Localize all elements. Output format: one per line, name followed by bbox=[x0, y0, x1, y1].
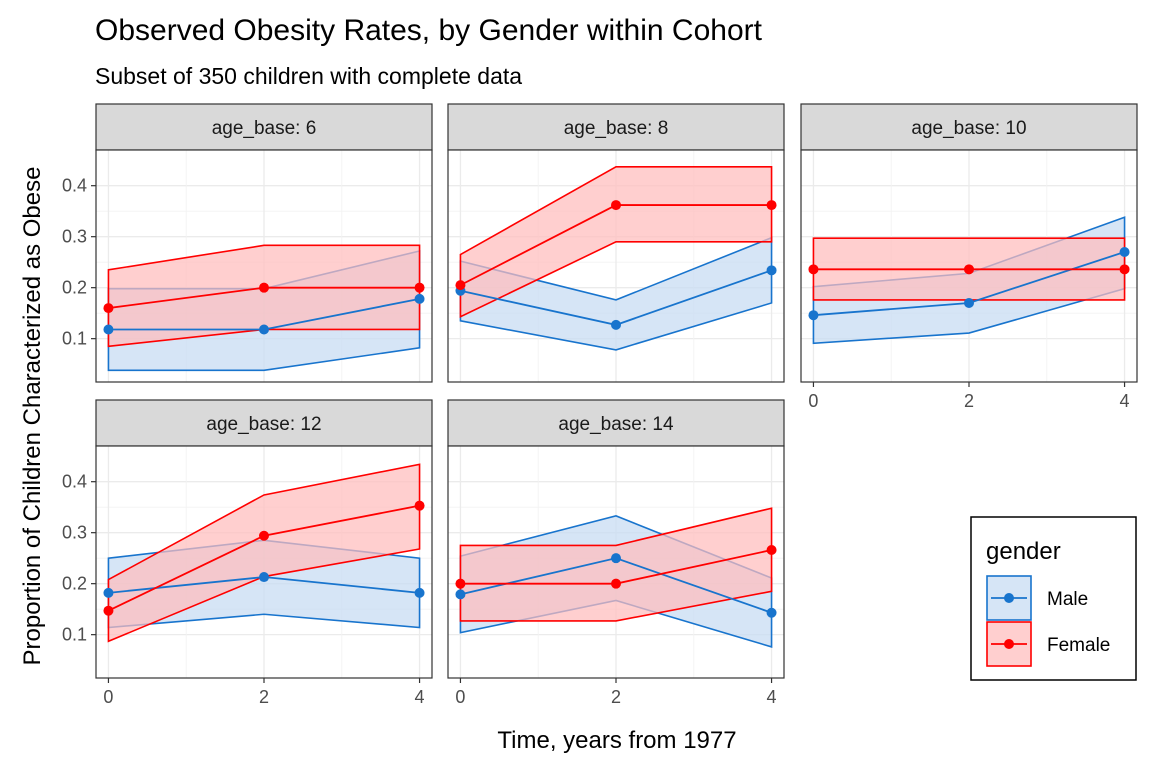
data-point-male bbox=[611, 553, 621, 564]
x-tick-label: 0 bbox=[808, 391, 818, 411]
data-point-male bbox=[414, 587, 425, 598]
ribbon-female bbox=[459, 507, 773, 622]
data-point-female bbox=[766, 200, 777, 211]
data-point-female bbox=[455, 280, 466, 291]
y-axis-title: Proportion of Children Characterized as … bbox=[19, 167, 46, 666]
facet-panel: age_base: 6 0.1 0.2 0.3 0.4 bbox=[62, 103, 433, 383]
x-tick-label: 0 bbox=[455, 687, 465, 707]
data-point-female bbox=[1119, 264, 1130, 275]
y-tick-label: 0.2 bbox=[62, 574, 87, 594]
facet-panel: age_base: 10 0 2 4 bbox=[800, 103, 1138, 411]
facet-strip bbox=[800, 103, 1138, 151]
legend: gender Male Female bbox=[970, 516, 1137, 681]
y-tick-label: 0.3 bbox=[62, 227, 87, 247]
ribbon-female bbox=[107, 244, 421, 348]
facet-panel: age_base: 12 0.1 0.2 0.3 0.4 0 2 4 bbox=[62, 399, 433, 707]
panel-border bbox=[95, 149, 433, 383]
data-point-female bbox=[964, 264, 974, 275]
legend-label-female: Female bbox=[1047, 635, 1110, 656]
panel-border bbox=[447, 149, 785, 383]
data-point-male bbox=[766, 265, 777, 276]
data-point-female bbox=[103, 303, 114, 314]
data-point-female bbox=[808, 264, 819, 275]
y-tick-label: 0.4 bbox=[62, 176, 87, 196]
y-tick-label: 0.3 bbox=[62, 523, 87, 543]
facet-strip bbox=[95, 399, 433, 447]
x-tick-label: 4 bbox=[415, 687, 425, 707]
x-tick-label: 2 bbox=[964, 391, 974, 411]
x-tick-label: 4 bbox=[1120, 391, 1130, 411]
data-point-female bbox=[259, 282, 269, 293]
data-point-male bbox=[103, 324, 114, 335]
ribbon-male bbox=[459, 236, 773, 351]
ribbon-female bbox=[107, 463, 421, 643]
facet-strip bbox=[95, 103, 433, 151]
chart-title: Observed Obesity Rates, by Gender within… bbox=[95, 14, 763, 47]
data-point-male bbox=[766, 607, 777, 618]
facet-panel: age_base: 8 bbox=[447, 103, 785, 383]
data-point-male bbox=[259, 572, 269, 583]
x-axis-title: Time, years from 1977 bbox=[497, 727, 736, 754]
data-point-female bbox=[414, 500, 425, 511]
facet-strip-label: age_base: 14 bbox=[558, 414, 674, 435]
x-tick-label: 2 bbox=[611, 687, 621, 707]
data-point-female bbox=[414, 282, 425, 293]
data-point-male bbox=[808, 310, 819, 321]
facet-strip bbox=[447, 103, 785, 151]
legend-title: gender bbox=[986, 538, 1061, 565]
data-point-male bbox=[964, 297, 974, 308]
data-point-male bbox=[1119, 246, 1130, 257]
chart-subtitle: Subset of 350 children with complete dat… bbox=[95, 63, 522, 89]
facet-strip-label: age_base: 8 bbox=[564, 118, 669, 139]
facet-strip bbox=[447, 399, 785, 447]
data-point-female bbox=[455, 578, 466, 589]
y-tick-label: 0.4 bbox=[62, 472, 87, 492]
y-tick-label: 0.1 bbox=[62, 625, 87, 645]
data-point-female bbox=[766, 545, 777, 556]
legend-label-male: Male bbox=[1047, 589, 1088, 610]
data-point-male bbox=[259, 324, 269, 335]
facet-strip-label: age_base: 10 bbox=[911, 118, 1026, 139]
data-point-female bbox=[611, 578, 621, 589]
data-point-male bbox=[611, 319, 621, 330]
data-point-female bbox=[259, 530, 269, 541]
facet-panel: age_base: 14 0 2 4 bbox=[447, 399, 785, 707]
facet-panels: age_base: 6 0.1 0.2 0.3 0.4 age_base: 8 age_ba… bbox=[62, 103, 1138, 707]
x-tick-label: 2 bbox=[259, 687, 269, 707]
data-point-male bbox=[103, 587, 114, 598]
facet-strip-label: age_base: 12 bbox=[206, 414, 321, 435]
data-point-female bbox=[103, 605, 114, 616]
data-point-male bbox=[414, 293, 425, 304]
x-tick-label: 4 bbox=[767, 687, 777, 707]
y-tick-label: 0.1 bbox=[62, 329, 87, 349]
data-point-female bbox=[611, 200, 621, 211]
legend-key-point-male bbox=[1004, 593, 1014, 603]
y-tick-label: 0.2 bbox=[62, 278, 87, 298]
x-tick-label: 0 bbox=[103, 687, 113, 707]
data-point-male bbox=[455, 589, 466, 600]
legend-key-point-female bbox=[1004, 639, 1014, 649]
facet-strip-label: age_base: 6 bbox=[212, 118, 317, 139]
